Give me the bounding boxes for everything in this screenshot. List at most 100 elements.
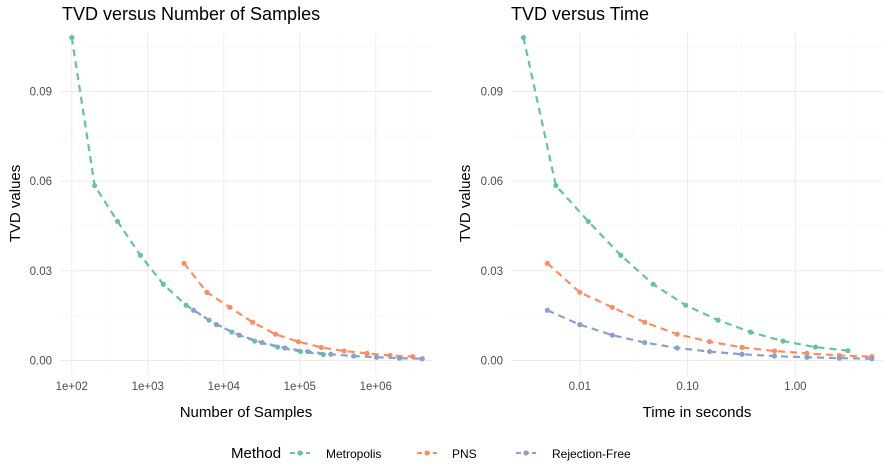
data-point-pns xyxy=(577,289,583,295)
legend-label-rejection-free: Rejection-Free xyxy=(552,447,631,461)
chart-title: TVD versus Number of Samples xyxy=(62,4,320,24)
data-point-pns xyxy=(706,339,713,345)
y-tick-label: 0.09 xyxy=(30,86,52,98)
data-point-pns xyxy=(739,344,745,350)
legend-item-metropolis: Metropolis xyxy=(290,447,381,461)
data-point-metropolis xyxy=(252,338,258,344)
data-point-metropolis xyxy=(585,218,591,225)
y-tick-label: 0.06 xyxy=(481,176,503,188)
x-axis-title: Number of Samples xyxy=(180,404,313,421)
x-tick-label: 0.10 xyxy=(676,381,698,393)
data-point-pns xyxy=(341,348,347,354)
data-point-metropolis xyxy=(69,34,75,41)
x-tick-label: 1e+05 xyxy=(284,381,316,393)
x-tick-label: 1e+02 xyxy=(56,381,88,393)
data-point-pns xyxy=(250,319,256,325)
x-tick-label: 1.00 xyxy=(784,381,806,393)
data-point-pns xyxy=(804,350,810,356)
data-point-rejection-free xyxy=(577,322,583,328)
data-point-pns xyxy=(609,304,615,310)
x-tick-label: 1e+03 xyxy=(132,381,164,393)
data-point-rejection-free xyxy=(706,348,713,355)
legend-key-point xyxy=(424,450,430,456)
data-point-metropolis xyxy=(92,182,98,189)
series-metropolis xyxy=(69,34,327,358)
data-point-pns xyxy=(272,331,279,337)
y-tick-label: 0.06 xyxy=(30,176,52,188)
data-point-rejection-free xyxy=(259,339,265,346)
y-tick-label: 0.00 xyxy=(30,356,52,368)
data-point-pns xyxy=(227,304,233,310)
series-line-pns xyxy=(183,262,413,358)
legend: Method Metropolis PNS Rejection-Free xyxy=(231,445,631,462)
data-point-pns xyxy=(771,348,778,354)
y-tick-label: 0.03 xyxy=(30,266,52,278)
panel-samples: 0.00 0.03 0.06 0.09 1e+02 1e+03 1e+04 1e+05 1e+0… xyxy=(7,4,432,421)
data-point-metropolis xyxy=(114,218,121,225)
data-point-pns xyxy=(204,289,210,295)
data-point-metropolis xyxy=(845,348,851,354)
data-point-metropolis xyxy=(715,317,721,323)
legend-key-pns xyxy=(417,450,437,456)
data-point-metropolis xyxy=(618,252,624,258)
data-point-rejection-free xyxy=(190,307,197,313)
data-point-rejection-free xyxy=(674,345,680,351)
data-point-rejection-free xyxy=(642,339,648,346)
data-point-rejection-free xyxy=(771,353,778,359)
panel-time: 0.00 0.03 0.06 0.09 0.01 0.10 1.00 TVD versus T… xyxy=(457,4,883,421)
series-pns xyxy=(544,260,875,360)
y-tick-label: 0.09 xyxy=(481,86,503,98)
data-point-rejection-free xyxy=(609,332,615,338)
data-point-metropolis xyxy=(137,252,143,258)
legend-item-rejection-free: Rejection-Free xyxy=(516,447,631,461)
y-tick-label: 0.00 xyxy=(481,356,503,368)
series-rejection-free xyxy=(190,307,425,362)
data-point-rejection-free xyxy=(836,355,842,361)
legend-key-metropolis xyxy=(290,450,310,456)
series-metropolis xyxy=(520,34,851,354)
data-point-rejection-free xyxy=(869,356,875,362)
data-point-metropolis xyxy=(183,302,189,308)
legend-key-rejection-free xyxy=(516,450,536,456)
x-axis-title: Time in seconds xyxy=(643,404,752,421)
data-point-rejection-free xyxy=(373,354,380,360)
data-point-metropolis xyxy=(812,344,819,350)
data-point-rejection-free xyxy=(282,345,288,351)
data-point-metropolis xyxy=(553,182,559,189)
x-tick-label: 0.01 xyxy=(569,381,591,393)
series-pns xyxy=(181,260,416,360)
data-point-pns xyxy=(642,319,648,325)
series-rejection-free xyxy=(544,307,875,362)
data-point-rejection-free xyxy=(739,351,745,357)
data-point-metropolis xyxy=(780,338,786,344)
legend-label-metropolis: Metropolis xyxy=(326,447,381,461)
data-point-pns xyxy=(318,344,324,350)
data-point-rejection-free xyxy=(419,356,425,362)
x-tick-label: 1e+06 xyxy=(360,381,392,393)
data-point-rejection-free xyxy=(305,348,311,355)
legend-key-point xyxy=(297,450,303,456)
data-point-pns xyxy=(295,339,301,345)
legend-title: Method xyxy=(231,445,281,462)
data-point-rejection-free xyxy=(351,353,357,359)
data-point-rejection-free xyxy=(236,332,242,338)
y-axis-title: TVD values xyxy=(457,165,474,243)
data-point-rejection-free xyxy=(396,355,402,361)
data-point-metropolis xyxy=(160,281,166,287)
data-point-metropolis xyxy=(520,34,527,41)
data-point-metropolis xyxy=(747,329,754,335)
data-point-pns xyxy=(674,331,680,337)
data-point-pns xyxy=(544,260,550,266)
data-point-rejection-free xyxy=(213,322,219,328)
data-point-pns xyxy=(181,260,187,266)
legend-item-pns: PNS xyxy=(417,447,477,461)
data-point-pns xyxy=(364,350,370,356)
chart-title: TVD versus Time xyxy=(511,4,649,24)
data-point-rejection-free xyxy=(804,354,810,360)
x-tick-label: 1e+04 xyxy=(208,381,241,393)
y-axis-title: TVD values xyxy=(7,165,24,243)
data-point-metropolis xyxy=(650,281,656,287)
y-tick-label: 0.03 xyxy=(481,266,503,278)
data-point-metropolis xyxy=(683,302,689,308)
